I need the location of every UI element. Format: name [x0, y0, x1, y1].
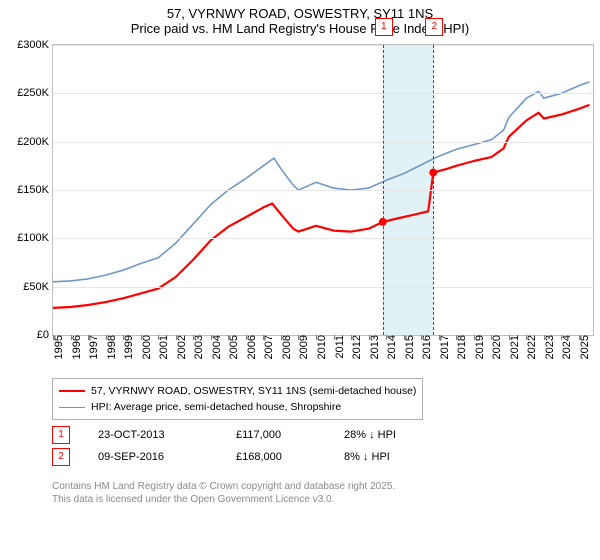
transaction-delta: 8% ↓ HPI: [344, 451, 390, 463]
transaction-row: 1 23-OCT-2013 £117,000 28% ↓ HPI: [52, 424, 396, 446]
x-tick-label: 2003: [193, 335, 205, 359]
x-tick-label: 2018: [456, 335, 468, 359]
plot-area: £0£50K£100K£150K£200K£250K£300K199519961…: [52, 44, 594, 336]
legend-row: HPI: Average price, semi-detached house,…: [59, 399, 416, 415]
x-tick-label: 2017: [439, 335, 451, 359]
footer-line1: Contains HM Land Registry data © Crown c…: [52, 480, 395, 493]
x-tick-label: 2015: [404, 335, 416, 359]
x-tick-label: 1998: [106, 335, 118, 359]
x-tick-label: 2001: [158, 335, 170, 359]
title-line2: Price paid vs. HM Land Registry's House …: [0, 21, 600, 36]
x-tick-label: 2019: [474, 335, 486, 359]
transaction-row: 2 09-SEP-2016 £168,000 8% ↓ HPI: [52, 446, 396, 468]
event-flag: 1: [375, 18, 393, 36]
transactions-list: 1 23-OCT-2013 £117,000 28% ↓ HPI 2 09-SEP-201…: [52, 424, 396, 468]
x-tick-label: 2024: [561, 335, 573, 359]
y-gridline: [53, 45, 593, 46]
x-tick-label: 1999: [123, 335, 135, 359]
x-tick-label: 1996: [71, 335, 83, 359]
footer-line2: This data is licensed under the Open Gov…: [52, 493, 395, 506]
y-tick-label: £0: [37, 329, 53, 341]
chart-container: { "title": { "line1": "57, VYRNWY ROAD, …: [0, 0, 600, 560]
x-tick-label: 2023: [544, 335, 556, 359]
y-gridline: [53, 190, 593, 191]
transaction-price: £117,000: [236, 429, 316, 441]
x-tick-label: 2007: [263, 335, 275, 359]
y-tick-label: £50K: [23, 281, 53, 293]
y-tick-label: £250K: [17, 87, 53, 99]
series-hpi: [53, 82, 590, 282]
x-tick-label: 2010: [316, 335, 328, 359]
legend-row: 57, VYRNWY ROAD, OSWESTRY, SY11 1NS (sem…: [59, 383, 416, 399]
legend: 57, VYRNWY ROAD, OSWESTRY, SY11 1NS (sem…: [52, 378, 423, 420]
transaction-date: 09-SEP-2016: [98, 451, 208, 463]
y-tick-label: £150K: [17, 184, 53, 196]
event-flag: 2: [425, 18, 443, 36]
y-tick-label: £100K: [17, 232, 53, 244]
x-tick-label: 2005: [228, 335, 240, 359]
transaction-flag: 1: [52, 426, 70, 444]
x-tick-label: 2022: [526, 335, 538, 359]
series-property: [53, 105, 590, 308]
y-tick-label: £200K: [17, 136, 53, 148]
legend-label: HPI: Average price, semi-detached house,…: [91, 401, 341, 413]
legend-swatch: [59, 407, 85, 408]
x-tick-label: 2008: [281, 335, 293, 359]
x-tick-label: 2014: [386, 335, 398, 359]
y-gridline: [53, 93, 593, 94]
y-gridline: [53, 238, 593, 239]
event-vline: [433, 45, 434, 335]
title-line1: 57, VYRNWY ROAD, OSWESTRY, SY11 1NS: [0, 6, 600, 21]
x-tick-label: 2016: [421, 335, 433, 359]
event-vline: [383, 45, 384, 335]
x-tick-label: 2012: [351, 335, 363, 359]
transaction-flag: 2: [52, 448, 70, 466]
x-tick-label: 2002: [176, 335, 188, 359]
transaction-date: 23-OCT-2013: [98, 429, 208, 441]
x-tick-label: 2020: [491, 335, 503, 359]
x-tick-label: 2009: [298, 335, 310, 359]
y-tick-label: £300K: [17, 39, 53, 51]
x-tick-label: 2006: [246, 335, 258, 359]
transaction-price: £168,000: [236, 451, 316, 463]
y-gridline: [53, 287, 593, 288]
x-tick-label: 2004: [211, 335, 223, 359]
legend-swatch: [59, 390, 85, 392]
x-tick-label: 1995: [53, 335, 65, 359]
x-tick-label: 2013: [369, 335, 381, 359]
y-gridline: [53, 142, 593, 143]
legend-label: 57, VYRNWY ROAD, OSWESTRY, SY11 1NS (sem…: [91, 385, 416, 397]
x-tick-label: 2000: [141, 335, 153, 359]
transaction-delta: 28% ↓ HPI: [344, 429, 396, 441]
x-tick-label: 2025: [579, 335, 591, 359]
x-tick-label: 2011: [334, 335, 346, 359]
chart-title-block: 57, VYRNWY ROAD, OSWESTRY, SY11 1NS Pric…: [0, 0, 600, 36]
x-tick-label: 1997: [88, 335, 100, 359]
x-tick-label: 2021: [509, 335, 521, 359]
footer-attribution: Contains HM Land Registry data © Crown c…: [52, 480, 395, 506]
